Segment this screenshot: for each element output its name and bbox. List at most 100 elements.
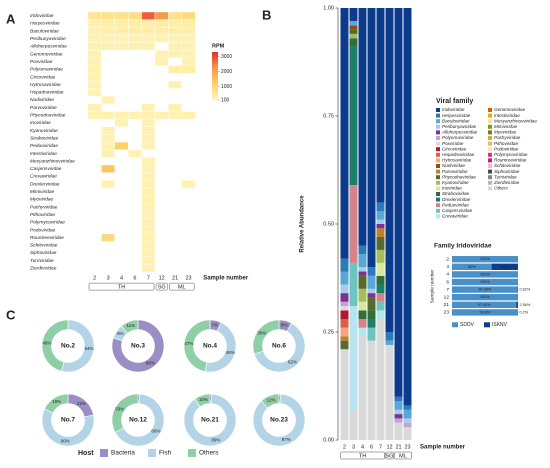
bar-segment — [358, 319, 367, 328]
bar-segment — [349, 29, 358, 34]
heat-cell — [127, 111, 142, 120]
row-label: Baculoviridae — [30, 28, 59, 34]
bar-segment — [340, 336, 349, 341]
bar-segment — [358, 267, 367, 272]
heat-cell — [168, 103, 182, 112]
legend-swatch — [488, 147, 492, 152]
chart-title: Family Iridoviridae — [434, 243, 492, 250]
bar-segment — [367, 340, 376, 440]
bar-segment — [385, 332, 394, 341]
row-label: Poxviridae — [30, 59, 53, 65]
panel-label: A — [6, 11, 16, 26]
group-label: ML — [178, 284, 186, 290]
donut-slice — [114, 393, 165, 447]
heat-cell — [101, 27, 116, 36]
legend-swatch — [488, 152, 492, 157]
bar-segment — [376, 236, 385, 250]
y-axis-title: Sample number — [429, 269, 435, 303]
bar-segment — [340, 271, 349, 285]
heat-cell — [141, 241, 156, 250]
heat-cell — [181, 42, 196, 51]
value-label: 30% — [257, 331, 266, 336]
bar-segment — [394, 401, 403, 410]
bar-segment — [376, 202, 385, 212]
bar-segment — [340, 306, 349, 311]
row-label: Inoviridae — [30, 120, 51, 126]
bar-segment — [491, 263, 518, 270]
panel-label: B — [262, 7, 271, 22]
group-bracket — [340, 451, 385, 460]
heat-cell — [168, 19, 182, 28]
heat-cell — [141, 172, 156, 181]
legend-label: Others — [494, 186, 508, 191]
heat-cell — [141, 34, 156, 43]
heat-cell — [181, 19, 196, 28]
value-label: 100% — [480, 272, 490, 276]
value-label: 0.62% — [520, 288, 531, 292]
legend-label: Schitoviridae — [494, 163, 521, 168]
donut-title: No.4 — [203, 343, 217, 350]
value-label: 62% — [288, 360, 297, 365]
heat-cell — [168, 50, 182, 59]
bar-segment — [376, 224, 385, 229]
x-axis-title: Sample number — [203, 276, 249, 282]
bar-segment — [394, 418, 403, 423]
row-label: Kyanoviridae — [30, 128, 58, 134]
bar-segment — [376, 8, 385, 203]
row-label: Turriviridae — [30, 258, 54, 264]
y-tick-label: 7 — [446, 287, 449, 293]
bar-segment — [358, 275, 367, 289]
legend-label: Parvoviridae — [442, 169, 468, 174]
group-bracket — [385, 451, 394, 460]
bar-segment — [376, 249, 385, 263]
heat-cell — [141, 19, 156, 28]
heat-cell — [101, 11, 116, 20]
bar-segment — [376, 211, 385, 220]
heat-cell — [101, 141, 116, 150]
legend-label: Hytrosaviridae — [442, 158, 472, 163]
value-label: 40% — [501, 265, 509, 269]
row-label: Polyomaviridae — [30, 67, 63, 73]
bar-segment — [394, 422, 403, 440]
bar-segment — [349, 8, 358, 21]
legend-swatch — [436, 164, 440, 168]
heat-cell — [141, 126, 156, 135]
legend-label: Poxviridae — [442, 141, 464, 146]
legend-swatch — [436, 108, 440, 112]
heat-cell — [87, 80, 102, 89]
heat-cell — [114, 141, 129, 150]
legend-swatch — [488, 180, 492, 185]
heat-cell — [127, 149, 142, 158]
legend-swatch — [436, 214, 440, 219]
legend-label: Siphoviridae — [494, 169, 520, 174]
heat-cell — [154, 11, 169, 20]
heat-cell — [181, 65, 196, 74]
value-label: 99.38% — [478, 288, 492, 292]
legend-swatch — [436, 203, 440, 208]
value-label: 7% — [211, 322, 218, 327]
donut-title: No.7 — [61, 417, 75, 424]
y-tick-label: 0.50 — [323, 221, 334, 227]
row-label: Hepadnaviridae — [30, 90, 64, 96]
heat-cell — [114, 27, 129, 36]
legend-swatch — [436, 192, 440, 196]
legend-label: Hepadnaviridae — [442, 152, 475, 157]
bar-segment — [452, 263, 492, 270]
legend-title: Viral family — [436, 98, 473, 105]
donut-slice — [121, 319, 139, 334]
heat-cell — [154, 27, 169, 36]
bar-segment — [376, 275, 385, 285]
heat-cell — [114, 11, 129, 20]
heat-cell — [114, 42, 129, 51]
bar-segment — [349, 185, 358, 263]
colorbar-tick-label: 2000 — [221, 69, 232, 75]
legend-label: SDDV — [460, 322, 475, 328]
row-label: Iridoviridae — [30, 13, 54, 19]
bar-segment — [349, 262, 358, 307]
legend-label: Mesyanzhinovviridae — [494, 118, 537, 123]
y-tick-label: 12 — [444, 294, 450, 300]
value-label: 60% — [468, 265, 476, 269]
x-tick-label: 7 — [147, 276, 150, 282]
bar-segment — [452, 301, 517, 308]
bar-segment — [376, 319, 385, 440]
